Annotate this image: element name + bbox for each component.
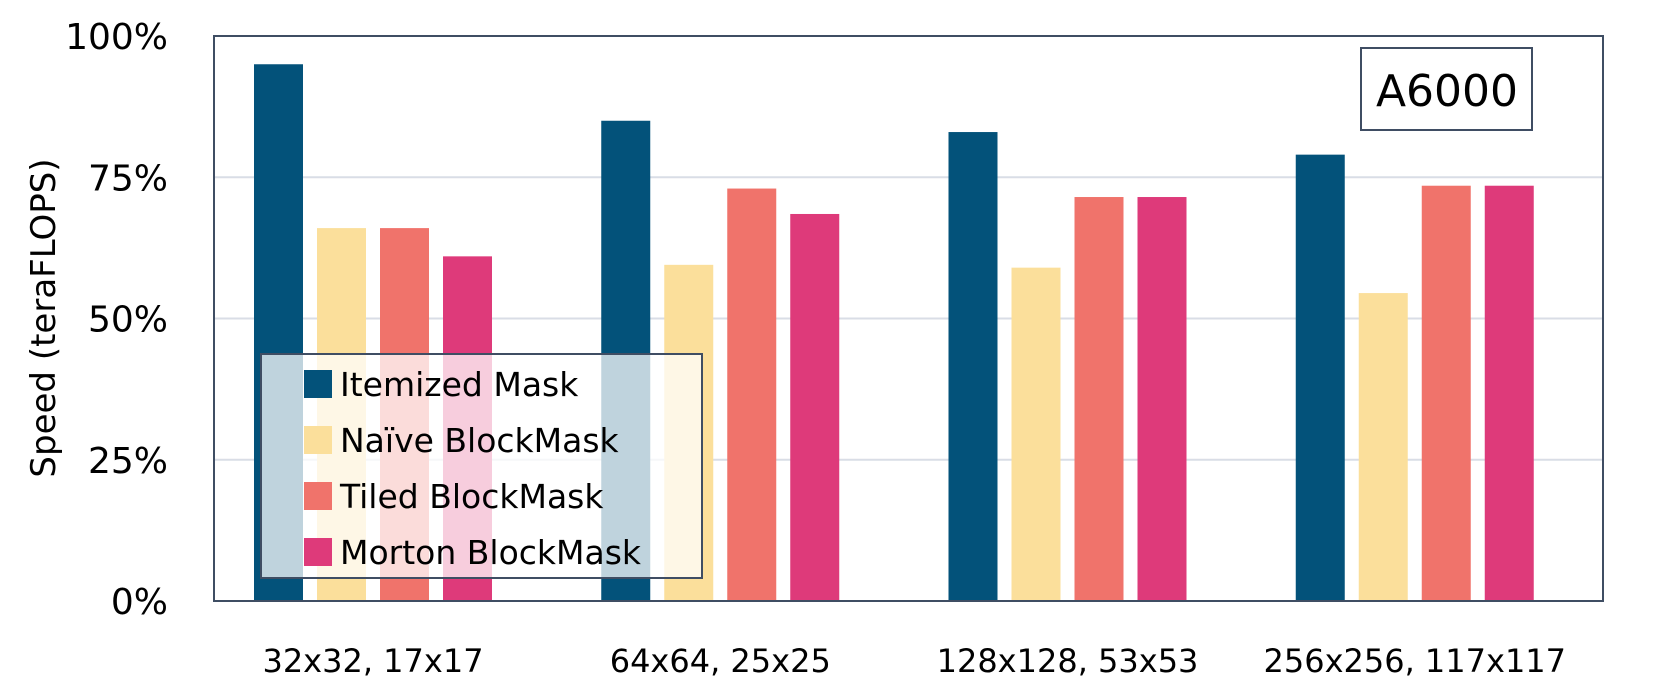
bar-na-ve-blockmask-3	[1011, 267, 1061, 601]
legend-label: Itemized Mask	[340, 365, 579, 404]
x-tick-labels: 32x32, 17x17 64x64, 25x25 128x128, 53x53 25…	[262, 642, 1566, 680]
bar-morton-blockmask-2	[790, 213, 840, 601]
legend: Itemized Mask Naïve BlockMask Tiled BlockM…	[260, 353, 703, 579]
legend-label: Tiled BlockMask	[339, 477, 604, 516]
x-tick-label: 128x128, 53x53	[937, 642, 1199, 680]
x-tick-label: 256x256, 117x117	[1263, 642, 1566, 680]
bar-na-ve-blockmask-4	[1358, 293, 1408, 601]
legend-box	[260, 353, 703, 579]
bar-tiled-blockmask-3	[1074, 197, 1124, 601]
bar-itemized-mask-3	[948, 132, 998, 602]
x-tick-label: 64x64, 25x25	[610, 642, 831, 680]
x-tick-label: 32x32, 17x17	[262, 642, 483, 680]
y-tick-labels: 0% 25% 50% 75% 100%	[65, 17, 168, 623]
legend-label: Naïve BlockMask	[340, 421, 620, 460]
gpu-label-box: A6000	[1360, 47, 1533, 131]
y-axis-title: Speed (teraFLOPS)	[24, 158, 64, 477]
legend-swatch	[304, 370, 332, 398]
y-tick-label: 100%	[65, 17, 168, 58]
bar-morton-blockmask-4	[1484, 185, 1534, 601]
y-tick-label: 50%	[88, 300, 168, 341]
legend-label: Morton BlockMask	[340, 533, 642, 572]
gpu-label-frame	[1360, 47, 1533, 131]
bar-tiled-blockmask-2	[727, 188, 777, 602]
bar-tiled-blockmask-4	[1421, 185, 1471, 601]
y-tick-label: 0%	[111, 582, 168, 623]
bar-morton-blockmask-3	[1137, 197, 1187, 601]
y-tick-label: 25%	[88, 441, 168, 482]
legend-swatch	[304, 482, 332, 510]
bar-itemized-mask-4	[1295, 154, 1345, 601]
legend-swatch	[304, 538, 332, 566]
plot-frame	[213, 35, 1604, 602]
legend-swatch	[304, 426, 332, 454]
gpu-label: A6000	[1376, 66, 1518, 117]
y-tick-label: 75%	[88, 158, 168, 199]
